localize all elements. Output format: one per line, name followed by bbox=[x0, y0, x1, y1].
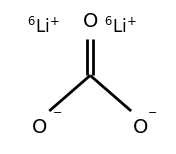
Text: O: O bbox=[32, 118, 47, 137]
Text: $^{6}$Li$^{+}$: $^{6}$Li$^{+}$ bbox=[104, 17, 136, 37]
Text: O: O bbox=[83, 12, 98, 31]
Text: −: − bbox=[148, 108, 158, 118]
Text: $^{6}$Li$^{+}$: $^{6}$Li$^{+}$ bbox=[27, 17, 60, 37]
Text: O: O bbox=[133, 118, 148, 137]
Text: −: − bbox=[53, 108, 62, 118]
